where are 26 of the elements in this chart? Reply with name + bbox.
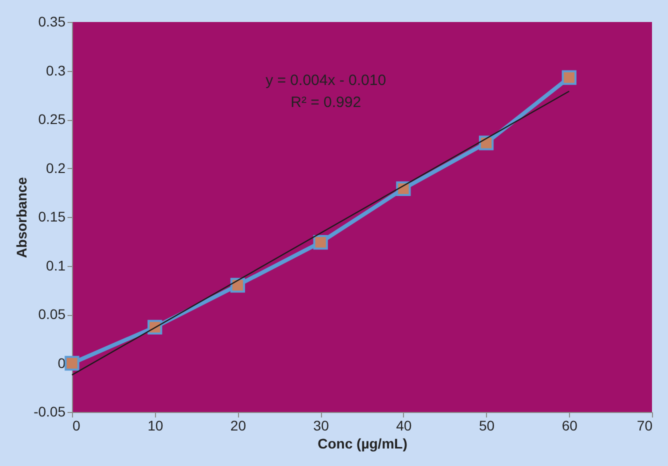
y-tick-label: 0.3 — [46, 62, 66, 78]
x-tick-label: 60 — [562, 418, 578, 434]
annotation: R² = 0.992 — [290, 94, 362, 111]
y-tick-label: 0.15 — [38, 208, 66, 224]
x-tick-label: 50 — [478, 418, 495, 434]
y-tick-label: 0.05 — [38, 306, 66, 322]
y-tick-label: 0.35 — [38, 14, 66, 30]
annotation: y = 0.004x - 0.010 — [266, 72, 386, 89]
y-axis-title: Absorbance — [14, 176, 30, 258]
x-tick-label: 40 — [396, 418, 412, 434]
point — [478, 136, 494, 150]
point — [313, 235, 328, 250]
x-axis-title: Conc (µg/mL) — [318, 436, 408, 452]
y-tick-label: 0.1 — [46, 257, 66, 274]
x-tick-label: 20 — [230, 418, 246, 434]
point — [230, 278, 246, 293]
point — [64, 356, 80, 371]
x-tick-label: 70 — [636, 418, 653, 434]
x-tick-label: 30 — [313, 418, 330, 434]
y-tick-label: 0.2 — [46, 160, 66, 176]
point — [562, 70, 576, 85]
y-tick-label: 0 — [58, 354, 66, 371]
y-tick-label: -0.05 — [34, 404, 66, 420]
x-tick-label: 0 — [72, 418, 80, 434]
x-tick-label: 10 — [148, 418, 164, 434]
y-tick-label: 0.25 — [38, 111, 66, 127]
